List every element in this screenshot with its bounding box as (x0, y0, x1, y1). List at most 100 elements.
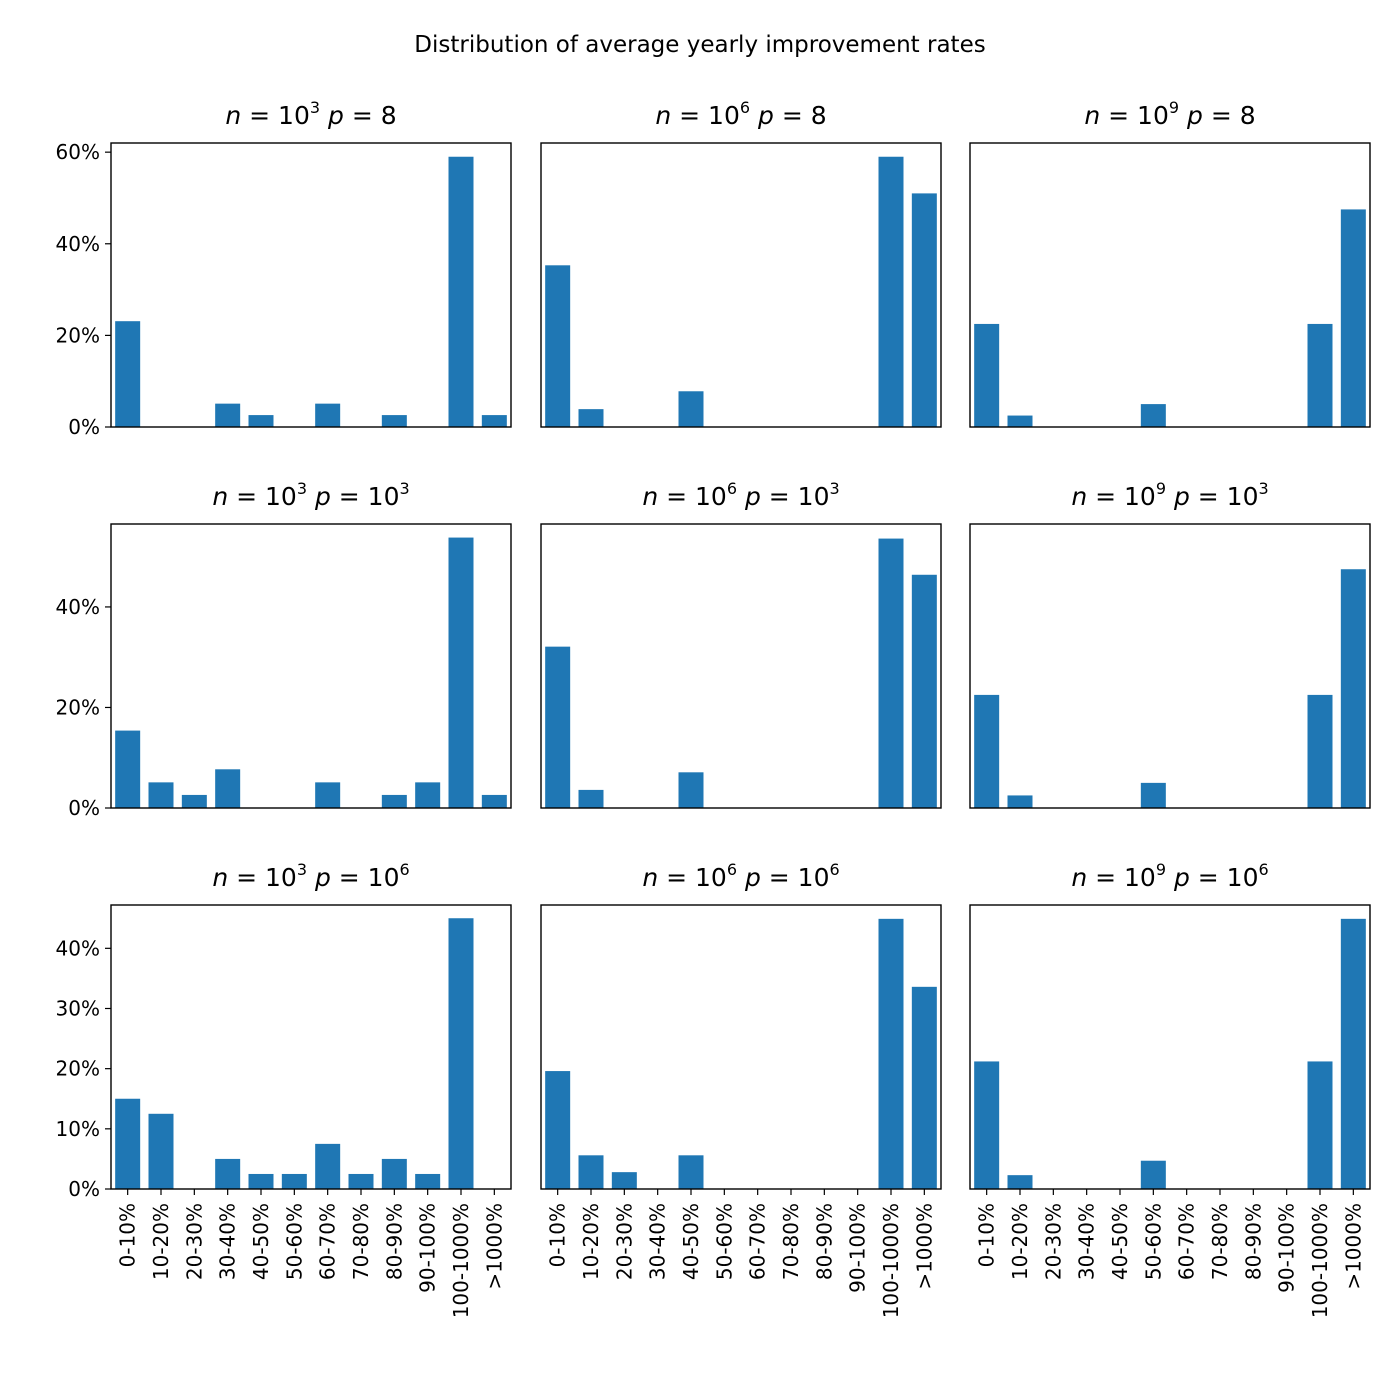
axes-frame (110, 904, 512, 1190)
subplot-title: n = 109 p = 103 (1071, 479, 1268, 511)
y-tick-label: 40% (56, 232, 100, 256)
bar-7 (315, 403, 341, 427)
subplot-3-2: n = 106 p = 106 0-10% 10-20% 20-30% 30-40% 40… (540, 860, 942, 1318)
x-tick-label: 90-100% (1275, 1203, 1299, 1293)
x-tick-label: 90-100% (846, 1203, 870, 1293)
axes-frame (969, 904, 1371, 1190)
y-tick-label: 0% (68, 1177, 100, 1201)
bar-11 (878, 156, 904, 428)
bar-5 (678, 1155, 704, 1189)
x-tick-label: 100-1000% (879, 1203, 903, 1318)
x-tick-label: >1000% (1341, 1203, 1365, 1290)
bar-11 (878, 918, 904, 1189)
bar-2 (578, 789, 604, 808)
axes-frame (969, 523, 1371, 809)
x-tick-label: 0-10% (116, 1203, 140, 1267)
bar-2 (1007, 415, 1033, 427)
bar-4 (215, 769, 241, 808)
bar-12 (911, 986, 937, 1189)
x-tick-label: 30-40% (646, 1203, 670, 1280)
bar-1 (545, 646, 571, 808)
y-tick-label: 60% (56, 140, 100, 164)
axes-frame (540, 904, 942, 1190)
bar-10 (415, 1173, 441, 1189)
x-tick-label: 10-20% (149, 1203, 173, 1280)
x-tick-label: 20-30% (182, 1203, 206, 1280)
bar-8 (348, 1173, 374, 1189)
x-tick-label: 90-100% (416, 1203, 440, 1293)
x-tick-label: 60-70% (316, 1203, 340, 1280)
bar-3 (181, 794, 207, 808)
y-tick-label: 0% (68, 415, 100, 439)
bar-4 (215, 403, 241, 427)
bar-1 (545, 265, 571, 427)
bar-1 (545, 1071, 571, 1189)
x-tick-label: 50-60% (1141, 1203, 1165, 1280)
bar-9 (381, 794, 407, 808)
bar-7 (315, 1143, 341, 1189)
bar-5 (678, 772, 704, 808)
y-tick-label: 20% (56, 1057, 100, 1081)
x-tick-label: 20-30% (1041, 1203, 1065, 1280)
bar-12 (911, 574, 937, 808)
bar-12 (1340, 569, 1366, 808)
x-tick-label: 50-60% (712, 1203, 736, 1280)
bar-6 (1140, 404, 1166, 427)
x-tick-label: 70-80% (1208, 1203, 1232, 1280)
bar-11 (878, 538, 904, 808)
subplot-2-3: n = 109 p = 103 (969, 479, 1371, 809)
x-tick-label: 60-70% (746, 1203, 770, 1280)
x-tick-label: 30-40% (216, 1203, 240, 1280)
subplot-title: n = 106 p = 103 (642, 479, 839, 511)
bar-2 (578, 409, 604, 427)
bar-12 (481, 794, 507, 808)
subplot-title: n = 106 p = 8 (655, 98, 826, 130)
bar-12 (1340, 918, 1366, 1189)
subplot-title: n = 109 p = 8 (1084, 98, 1255, 130)
bar-7 (315, 782, 341, 808)
bar-9 (381, 1158, 407, 1189)
bar-6 (1140, 1160, 1166, 1189)
x-tick-label: 70-80% (779, 1203, 803, 1280)
x-tick-label: >1000% (482, 1203, 506, 1290)
bar-1 (974, 694, 1000, 808)
subplot-1-3: n = 109 p = 8 (969, 98, 1371, 428)
subplot-title: n = 103 p = 103 (212, 479, 409, 511)
bar-9 (381, 415, 407, 427)
axes-frame (969, 142, 1371, 428)
x-tick-label: 10-20% (579, 1203, 603, 1280)
bar-2 (148, 782, 174, 808)
x-tick-label: 20-30% (612, 1203, 636, 1280)
subplot-title: n = 103 p = 106 (212, 860, 409, 892)
subplot-2-2: n = 106 p = 103 (540, 479, 942, 809)
x-tick-label: 40-50% (249, 1203, 273, 1280)
x-tick-label: 50-60% (282, 1203, 306, 1280)
y-tick-label: 10% (56, 1117, 100, 1141)
subplot-3-1: n = 103 p = 106 0% 10% 20% 30% 40% 0-10% 10-20%… (56, 860, 512, 1318)
y-tick-label: 40% (56, 595, 100, 619)
x-tick-label: 10-20% (1008, 1203, 1032, 1280)
y-tick-label: 40% (56, 936, 100, 960)
x-tick-label: 100-1000% (1308, 1203, 1332, 1318)
subplot-title: n = 109 p = 106 (1071, 860, 1268, 892)
x-tick-label: 70-80% (349, 1203, 373, 1280)
bar-6 (281, 1173, 307, 1189)
subplot-1-2: n = 106 p = 8 (540, 98, 942, 428)
y-tick-label: 0% (68, 796, 100, 820)
subplot-title: n = 106 p = 106 (642, 860, 839, 892)
bar-1 (974, 1061, 1000, 1189)
subplot-title: n = 103 p = 8 (225, 98, 396, 130)
bar-12 (1340, 209, 1366, 427)
figure-title: Distribution of average yearly improveme… (414, 32, 985, 58)
bar-11 (1307, 694, 1333, 808)
bar-2 (1007, 795, 1033, 808)
x-tick-label: 0-10% (975, 1203, 999, 1267)
bar-11 (1307, 1061, 1333, 1189)
bar-5 (248, 1173, 274, 1189)
x-tick-label: 60-70% (1175, 1203, 1199, 1280)
bar-2 (578, 1155, 604, 1189)
bar-1 (115, 1098, 141, 1189)
x-tick-label: 0-10% (546, 1203, 570, 1267)
